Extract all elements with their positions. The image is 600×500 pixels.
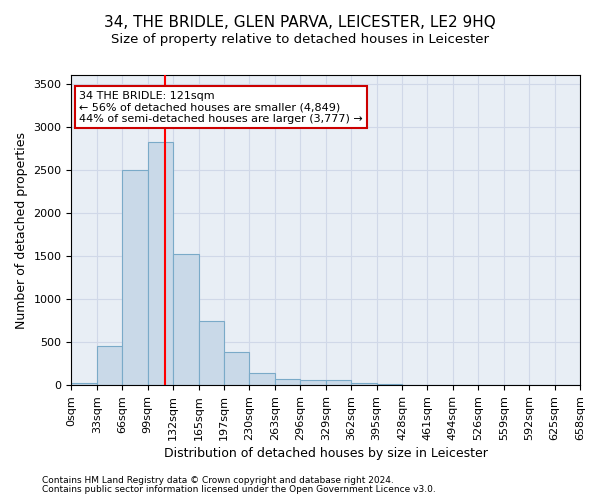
Bar <box>71 382 97 385</box>
X-axis label: Distribution of detached houses by size in Leicester: Distribution of detached houses by size … <box>164 447 488 460</box>
Bar <box>199 320 224 385</box>
Bar <box>97 346 122 385</box>
Bar <box>224 352 250 385</box>
Bar <box>173 254 199 385</box>
Bar <box>326 380 351 385</box>
Bar <box>300 380 326 385</box>
Text: Contains HM Land Registry data © Crown copyright and database right 2024.: Contains HM Land Registry data © Crown c… <box>42 476 394 485</box>
Text: 34 THE BRIDLE: 121sqm
← 56% of detached houses are smaller (4,849)
44% of semi-d: 34 THE BRIDLE: 121sqm ← 56% of detached … <box>79 90 363 124</box>
Bar <box>275 378 300 385</box>
Text: 34, THE BRIDLE, GLEN PARVA, LEICESTER, LE2 9HQ: 34, THE BRIDLE, GLEN PARVA, LEICESTER, L… <box>104 15 496 30</box>
Bar <box>351 384 377 385</box>
Text: Size of property relative to detached houses in Leicester: Size of property relative to detached ho… <box>111 32 489 46</box>
Text: Contains public sector information licensed under the Open Government Licence v3: Contains public sector information licen… <box>42 484 436 494</box>
Bar <box>250 373 275 385</box>
Y-axis label: Number of detached properties: Number of detached properties <box>15 132 28 328</box>
Bar <box>122 170 148 385</box>
Bar <box>148 142 173 385</box>
Bar <box>377 384 402 385</box>
